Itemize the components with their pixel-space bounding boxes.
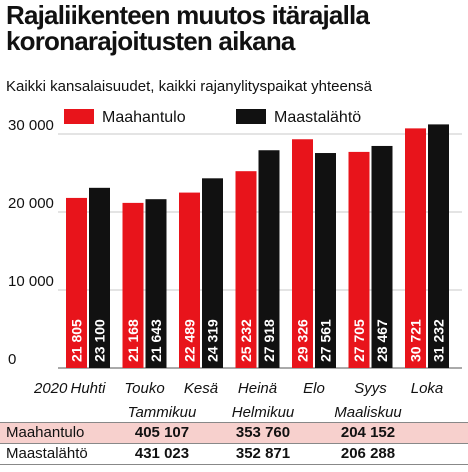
bar-chart: 0 10 000 20 000 30 000 Maahantulo Maastalähtö… [8, 109, 462, 397]
bar [122, 202, 144, 368]
bar-value-label: 22 489 [182, 319, 198, 362]
x-tick-label: Kesä [184, 380, 218, 397]
x-tick-label: Heinä [238, 380, 277, 397]
legend-swatch [64, 109, 94, 124]
bar-value-label: 27 705 [351, 319, 367, 362]
legend-swatch [236, 109, 266, 124]
bar-value-label: 30 721 [408, 319, 424, 362]
table-month-header: Maaliskuu [334, 404, 402, 421]
bar-value-label: 21 805 [69, 319, 85, 362]
bar-value-label: 29 326 [295, 319, 311, 362]
table-cell: 204 152 [340, 424, 396, 441]
x-tick-label: Loka [411, 380, 444, 397]
chart-subtitle: Kaikki kansalaisuudet, kaikki rajanylity… [6, 78, 373, 95]
x-tick-label: Touko [124, 380, 164, 397]
table-row-maahantulo: Maahantulo 405 107 353 760 204 152 [0, 423, 468, 443]
year-label: 2020 [33, 380, 68, 397]
bar [258, 150, 280, 368]
bar-value-label: 21 168 [125, 319, 141, 362]
bar [89, 187, 110, 368]
y-tick-label: 10 000 [8, 273, 54, 290]
summary-table: Tammikuu Helmikuu Maaliskuu Maahantulo 4… [0, 400, 468, 472]
y-tick-label: 0 [8, 351, 16, 368]
legend-label: Maastalähtö [274, 109, 361, 126]
x-tick-label: Elo [303, 380, 325, 397]
bar [66, 197, 87, 368]
bar [348, 151, 370, 368]
y-tick-label: 30 000 [8, 117, 54, 134]
table-cell: 431 023 [134, 445, 190, 462]
bar [202, 178, 223, 368]
table-cell: 206 288 [340, 445, 396, 462]
bar-value-label: 21 643 [148, 319, 164, 362]
table-cell: 353 760 [235, 424, 291, 441]
bar [405, 128, 426, 368]
bar-value-label: 28 467 [374, 319, 390, 362]
bar [235, 171, 257, 368]
bar [428, 124, 449, 368]
chart-title: Rajaliikenteen muutos itärajalla koronar… [6, 0, 370, 56]
table-row-label: Maastalähtö [6, 445, 88, 462]
legend-label: Maahantulo [102, 109, 186, 126]
bar [371, 145, 393, 368]
bar-value-label: 23 100 [92, 319, 108, 362]
bar-value-label: 31 232 [431, 319, 447, 362]
table-row-maastalahto: Maastalähtö 431 023 352 871 206 288 [0, 444, 468, 464]
table-month-header: Tammikuu [127, 404, 197, 421]
bar [292, 139, 313, 368]
table-row-label: Maahantulo [6, 424, 85, 441]
table-month-header: Helmikuu [231, 404, 295, 421]
bar [315, 153, 336, 368]
bar-value-label: 27 918 [261, 319, 277, 362]
bar [179, 192, 200, 368]
bar-value-label: 27 561 [318, 319, 334, 362]
table-cell: 352 871 [235, 445, 291, 462]
bar-value-label: 24 319 [205, 319, 221, 362]
y-tick-label: 20 000 [8, 195, 54, 212]
bar [145, 199, 167, 368]
x-tick-label: Syys [354, 380, 387, 397]
x-tick-label: Huhti [70, 380, 106, 397]
bar-value-label: 25 232 [238, 319, 254, 362]
table-cell: 405 107 [134, 424, 190, 441]
